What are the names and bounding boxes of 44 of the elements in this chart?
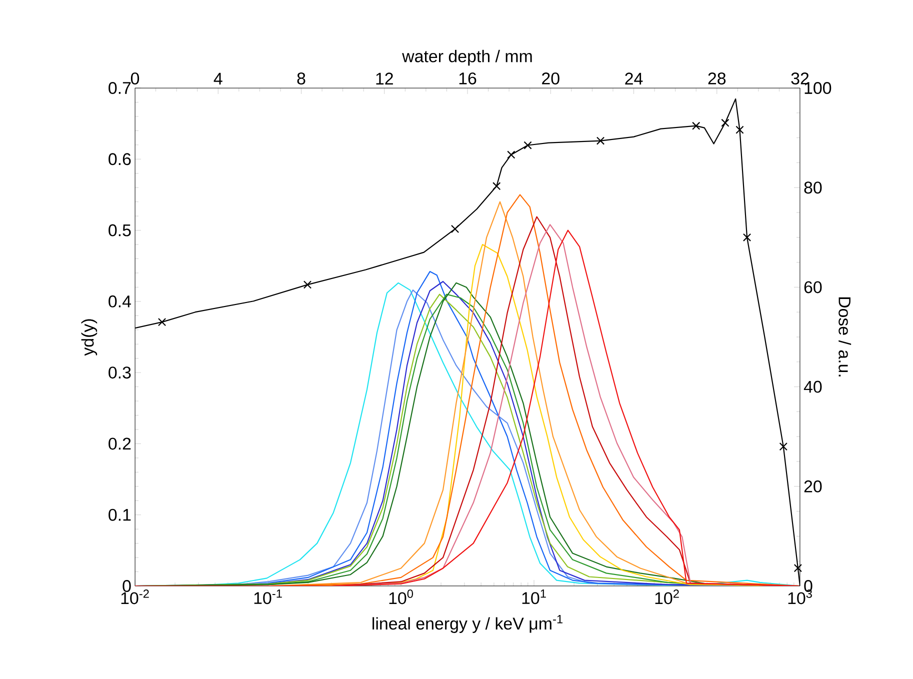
y-tick-label: 20 (804, 480, 822, 492)
x-axis-title: lineal energy y / keV μm$^{-1}$ (372, 615, 562, 633)
y-axis-title: Dose / a.u. (838, 297, 852, 376)
point (596, 136, 605, 145)
x-tick-label: 4 (214, 72, 222, 84)
y-tick-label: 0.1 (108, 508, 131, 521)
y-tick-label: 0.7 (108, 82, 131, 94)
point (736, 126, 744, 134)
x-tick-label: 16 (459, 72, 476, 84)
x-tick-label: 10$^{0}$ (389, 590, 413, 604)
y-tick-label: 0.2 (108, 438, 131, 450)
point (450, 224, 460, 234)
x-axis-title: water depth / mm (402, 50, 532, 66)
y-tick-label: 100 (804, 82, 832, 94)
point (524, 141, 532, 150)
x-tick-label: 10$^{1}$ (522, 590, 546, 604)
x-tick-label: 24 (625, 72, 643, 84)
point (507, 150, 516, 159)
point (794, 564, 802, 572)
point (742, 233, 752, 242)
x-tick-label: 0 (130, 72, 140, 84)
x-tick-label: 20 (542, 72, 560, 84)
x-tick-label: 8 (297, 72, 306, 84)
y-tick-label: 0.6 (108, 153, 131, 166)
y-tick-label: 0.3 (108, 366, 131, 379)
y-tick-label: 0.4 (108, 295, 131, 308)
x-tick-label: 32 (791, 72, 809, 84)
point (692, 122, 700, 130)
point (779, 442, 788, 451)
y-tick-label: 0 (804, 580, 812, 592)
point (158, 318, 166, 326)
y-tick-label: 60 (804, 281, 822, 294)
y-tick-label: 0 (122, 580, 131, 592)
y-tick-label: 80 (804, 182, 822, 194)
x-tick-label: 10$^{-1}$ (254, 590, 282, 604)
x-tick-label: 12 (376, 72, 393, 84)
point (303, 280, 312, 289)
y-tick-label: 0.5 (108, 224, 131, 236)
point (721, 118, 730, 127)
x-tick-label: 28 (708, 72, 726, 84)
x-tick-label: 10$^{2}$ (655, 590, 679, 604)
y-axis-title: yd(y) (81, 319, 98, 356)
point (492, 182, 501, 190)
y-tick-label: 40 (804, 380, 822, 393)
